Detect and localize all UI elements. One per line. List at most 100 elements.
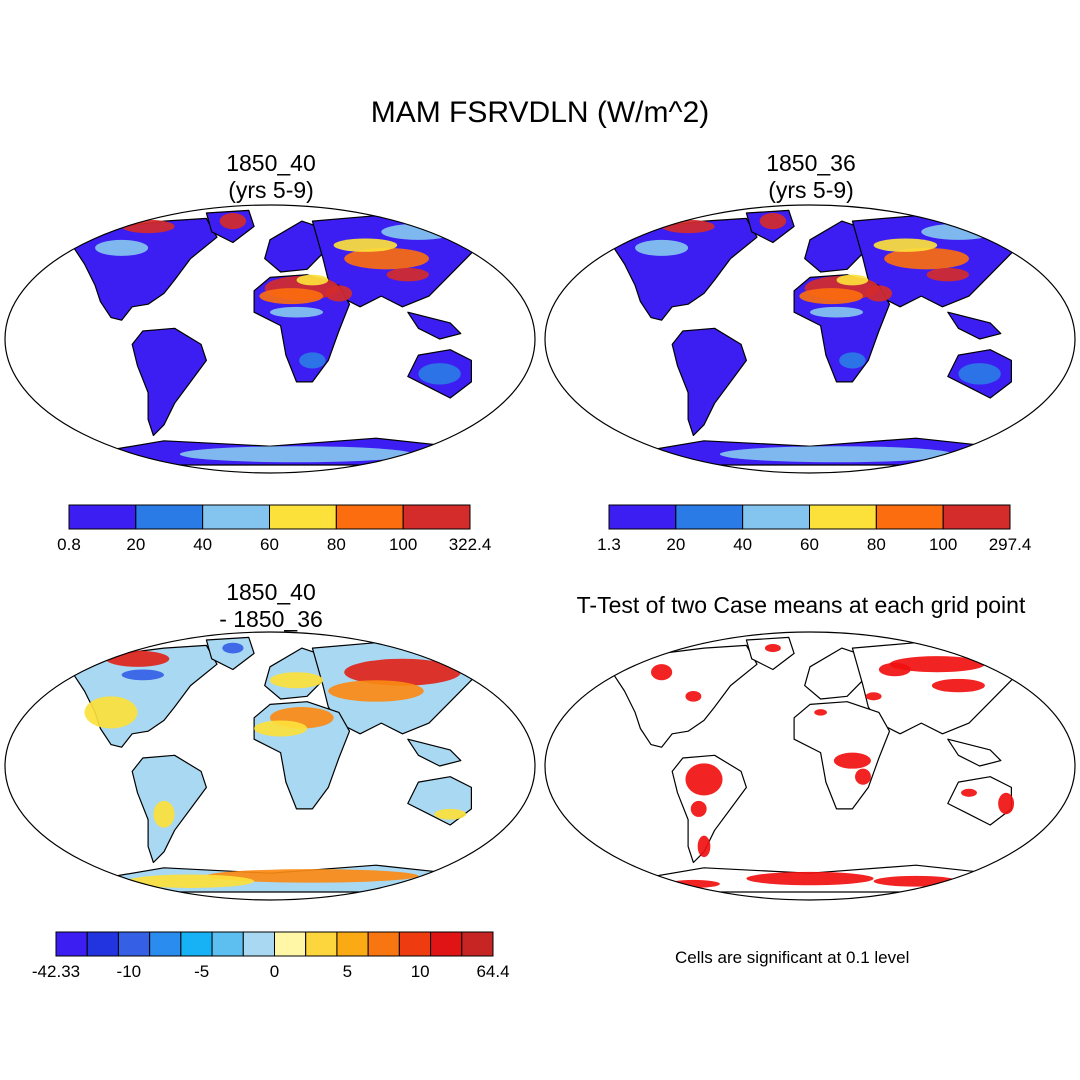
ttest-sig-cell-10 [685,690,702,702]
diff-colorbar-label-0: -42.33 [31,962,81,981]
case2-colorbar-label-5: 100 [928,535,958,554]
case1-antarctica-light [179,446,414,463]
significance-note: Cells are significant at 0.1 level [675,948,910,967]
diff-asia-red [344,658,461,686]
case2-title-line2: (yrs 5-9) [768,177,854,203]
case1-map-body [5,205,535,473]
case2-colorbar-label-1: 20 [666,535,686,554]
case1-sahel-light [270,306,323,318]
ttest-sig-cell-4 [685,763,723,796]
case1-colorbar-swatch-2 [202,504,271,530]
diff-colorbar-swatch-11 [398,931,432,957]
panel-title-diff: 1850_40 - 1850_36 [61,579,481,633]
colorbar-diff [55,931,494,957]
ttest-map-body [545,632,1075,900]
ttest-sig-cell-3 [979,653,1012,665]
diff-map-body [5,632,535,900]
diff-seasia [407,738,462,767]
ttest-map-border [544,631,1076,901]
case2-arabia-red [865,285,893,302]
diff-asia-orange [328,680,424,702]
case1-centralasia-yellow [333,238,398,252]
diff-canada-blue [121,669,164,681]
case2-seasia [947,311,1002,340]
case1-arabia-red [325,285,353,302]
case2-australia-mid [958,363,1001,385]
diff-colorbar-label-6: 64.4 [476,962,510,981]
case1-colorbar-label-5: 100 [388,535,418,554]
ttest-sig-cell-5 [690,800,707,817]
map-panel-diff [4,631,536,901]
diff-title-line2: - 1850_36 [219,606,323,632]
diff-colorbar-swatch-12 [430,931,463,957]
case1-canada-light [95,239,149,256]
case1-colorbar-label-1: 20 [126,535,146,554]
ttest-namerica [613,644,758,748]
case1-colorbar-label-0: 0.8 [57,535,81,554]
map-panel-case2 [544,204,1076,474]
case2-centralasia-orange [884,247,969,270]
case1-samerica [131,327,207,437]
ttest-title: T-Test of two Case means at each grid po… [576,592,1026,618]
diff-greenland [205,636,255,671]
case2-sahel-light [810,306,863,318]
case1-colorbar-swatch-3 [269,504,337,530]
ttest-sig-cell-6 [697,835,711,858]
colorbar-case2 [608,504,1011,530]
case1-colorbar-swatch-4 [335,504,404,530]
case1-colorbar-swatch-0 [68,504,137,530]
case2-samerica [671,327,748,437]
case1-safrica-mid [299,352,326,369]
diff-colorbar-swatch-10 [367,931,400,957]
case2-tibet-red [926,267,969,282]
panel-title-case1: 1850_40 (yrs 5-9) [61,150,481,204]
case1-colorbar-swatch-5 [402,504,471,530]
diff-title-line1: 1850_40 [226,579,316,605]
case2-colorbar-swatch-3 [809,504,877,530]
ttest-sig-cell-9 [651,664,673,681]
diff-australia-yellow [434,808,467,820]
panel-title-case2: 1850_36 (yrs 5-9) [601,150,1021,204]
case1-colorbar-label-4: 80 [326,535,346,554]
diff-colorbar-swatch-8 [305,931,338,957]
case1-greenland-red [219,213,247,230]
diff-antarctica-yellow [126,874,255,888]
case2-canada-light [635,239,689,256]
case2-arctic-red [661,219,715,234]
diff-colorbar-swatch-3 [149,931,182,957]
diff-colorbar-label-1: -10 [116,962,142,981]
map-panel-case1 [4,204,536,474]
case2-colorbar-label-3: 60 [800,535,819,554]
case1-sahara-orange [259,288,324,305]
ttest-sig-cell-8 [855,768,871,785]
diff-antarctica-orange [206,869,419,883]
case1-title-line1: 1850_40 [226,150,316,176]
case1-colorbar-label-2: 40 [193,535,213,554]
case1-australia-mid [418,363,461,385]
case2-colorbar-swatch-4 [875,504,944,530]
case2-safrica-mid [839,352,866,369]
ttest-sig-cell-18 [814,709,827,716]
diff-colorbar-label-2: -5 [194,962,210,981]
case1-colorbar-label-3: 60 [260,535,279,554]
case2-title-line1: 1850_36 [766,150,856,176]
case2-sahara-orange [799,288,863,305]
diff-colorbar-label-5: 10 [410,962,430,981]
case1-sahara-yellow [296,274,329,286]
case1-tibet-red [386,267,429,282]
diff-colorbar-swatch-9 [336,931,369,957]
ttest-sig-cell-0 [889,656,985,673]
diff-colorbar-swatch-0 [55,931,88,957]
diff-canada-red [105,650,170,667]
case2-colorbar-label-2: 40 [733,535,753,554]
case1-map-border [4,204,536,474]
diff-samerica-yellow [153,800,175,828]
ttest-sig-cell-14 [746,871,874,886]
ttest-sig-cell-2 [931,678,985,693]
diff-map-border [4,631,536,901]
ttest-sig-cell-12 [998,792,1015,815]
diff-colorbar-label-3: 0 [269,962,280,981]
case2-centralasia-yellow [873,238,938,252]
diff-colorbar-label-4: 5 [342,962,353,981]
case2-greenland-red [759,213,787,230]
